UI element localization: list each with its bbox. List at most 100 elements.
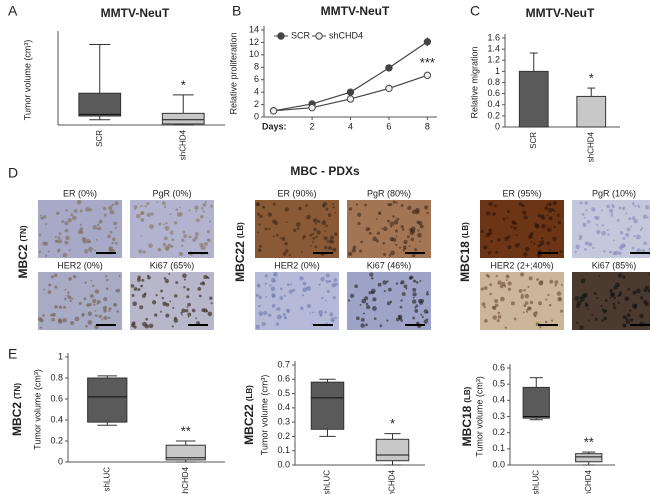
stain-texture <box>85 324 88 328</box>
stain-texture <box>401 292 406 296</box>
group-name: MBC18 <box>458 241 472 282</box>
stain-texture <box>183 286 186 289</box>
stain-texture <box>103 315 108 320</box>
box <box>78 92 122 117</box>
stain-texture <box>197 286 202 291</box>
stain-texture <box>554 280 559 285</box>
stain-texture <box>155 293 158 297</box>
stain-texture <box>302 287 307 293</box>
stain-texture <box>39 326 43 329</box>
y-tick-label: 0.3 <box>277 417 290 427</box>
stain-texture <box>365 302 369 306</box>
stain-texture <box>485 211 491 216</box>
stain-texture <box>522 210 527 215</box>
stain-texture <box>364 203 367 207</box>
stain-texture <box>312 236 316 240</box>
stain-texture <box>92 284 95 288</box>
stain-texture <box>417 232 422 238</box>
stain-texture <box>65 235 70 241</box>
stain-texture <box>270 286 276 292</box>
stain-texture <box>90 294 94 298</box>
stain-texture <box>412 287 417 292</box>
stain-texture <box>188 235 192 239</box>
stain-texture <box>392 237 397 242</box>
panel-label: D <box>8 165 18 181</box>
stain-texture <box>47 290 52 294</box>
group-label: MBC22 (LB) <box>233 222 247 282</box>
stain-texture <box>286 221 288 224</box>
bar <box>518 70 549 128</box>
y-tick-label: 0.7 <box>277 359 290 369</box>
stain-texture <box>402 245 407 250</box>
stain-texture <box>327 246 332 251</box>
legend-label: SCR <box>291 30 311 40</box>
stain-texture <box>581 294 586 299</box>
stain-texture <box>301 294 305 297</box>
stain-texture <box>387 219 390 223</box>
point <box>346 95 355 103</box>
y-tick-label: 0.6 <box>492 362 505 372</box>
stain-texture <box>548 303 552 307</box>
stain-texture <box>108 309 111 312</box>
stain-texture <box>510 301 515 306</box>
stain-texture <box>165 313 170 318</box>
y-tick-label: 0.5 <box>492 379 505 389</box>
stain-texture <box>386 319 389 322</box>
stain-texture <box>636 288 641 294</box>
stain-texture <box>323 220 326 223</box>
stain-texture <box>67 295 72 300</box>
stain-texture <box>539 326 542 329</box>
stain-texture <box>584 247 587 251</box>
stain-texture <box>554 210 556 213</box>
stain-texture <box>105 275 108 278</box>
stain-texture <box>631 246 635 250</box>
stain-texture <box>276 314 282 320</box>
stain-texture <box>258 311 264 317</box>
stain-texture <box>282 312 286 317</box>
stain-texture <box>275 308 278 311</box>
stain-texture <box>372 236 378 242</box>
y-tick-label: 0.0 <box>492 459 505 469</box>
stain-texture <box>82 239 87 244</box>
stain-texture <box>492 212 496 216</box>
image-label: Ki67 (65%) <box>150 260 195 270</box>
stain-texture <box>505 279 508 281</box>
stain-texture <box>112 237 116 242</box>
stain-texture <box>585 209 588 212</box>
stain-texture <box>175 281 179 285</box>
stain-texture <box>414 248 418 252</box>
stain-texture <box>347 251 353 257</box>
stain-texture <box>62 252 68 258</box>
stain-texture <box>305 287 309 290</box>
x-tick-label: shCHD4 <box>388 469 397 494</box>
legend-label: shCHD4 <box>329 30 363 40</box>
stain-texture <box>523 288 526 292</box>
point <box>385 84 393 93</box>
stain-texture <box>372 297 377 302</box>
stain-texture <box>546 241 550 245</box>
y-tick-label: 0.2 <box>277 431 290 441</box>
stain-texture <box>395 235 398 238</box>
stain-texture <box>387 287 392 292</box>
stain-texture <box>111 203 115 207</box>
stain-texture <box>263 310 268 316</box>
stain-texture <box>409 230 415 236</box>
stain-texture <box>412 296 415 299</box>
stain-texture <box>613 285 618 290</box>
stain-texture <box>276 307 281 311</box>
stain-texture <box>90 250 92 253</box>
stain-texture <box>57 236 61 240</box>
side-label-name: MBC22 <box>242 404 256 445</box>
stain-texture <box>72 274 77 279</box>
y-tick-label: 0.4 <box>50 414 63 424</box>
stain-texture <box>504 236 509 241</box>
stain-texture <box>202 210 205 213</box>
stain-texture <box>334 316 337 319</box>
stain-texture <box>530 241 533 244</box>
stain-texture <box>529 300 534 305</box>
stain-texture <box>575 244 581 250</box>
stain-texture <box>576 300 582 306</box>
y-tick-label: 0.2 <box>487 110 500 120</box>
stain-texture <box>626 313 631 317</box>
stain-texture <box>144 324 150 329</box>
